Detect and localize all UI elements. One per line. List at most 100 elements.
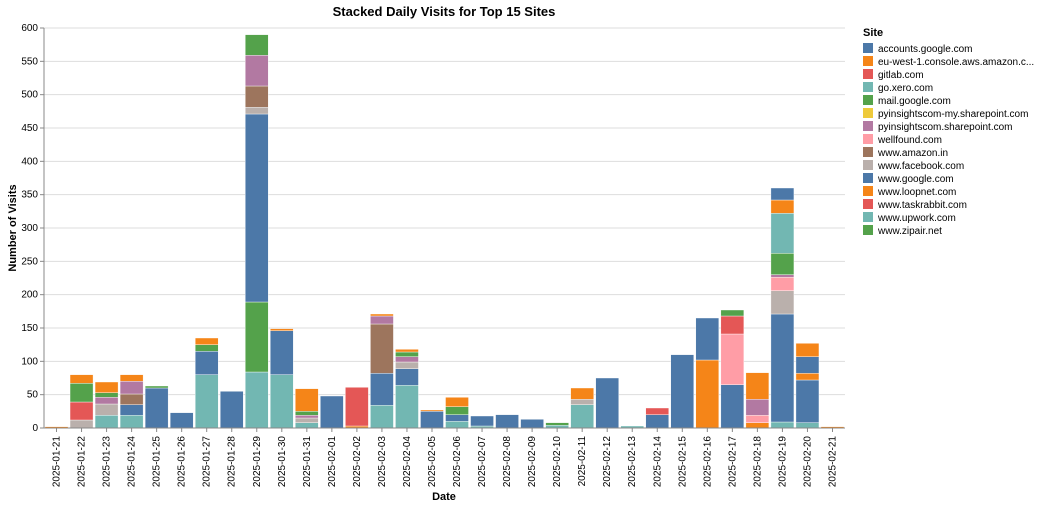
bar-segment [245, 113, 269, 303]
legend: Site accounts.google.com eu-west-1.consol… [863, 27, 1034, 237]
x-tick-label: 2025-01-26 [177, 436, 188, 488]
bar-segment [370, 315, 394, 325]
legend-label: accounts.google.com [878, 44, 973, 55]
x-tick-label: 2025-02-04 [402, 436, 413, 488]
bar-segment [470, 415, 494, 427]
bar-segment [445, 414, 469, 422]
bar-segment [770, 199, 795, 214]
x-tick-label: 2025-01-21 [52, 436, 63, 488]
x-tick-label: 2025-01-27 [202, 436, 213, 488]
bar-segment [770, 274, 795, 278]
bar-segment [395, 385, 419, 429]
x-tick-label: 2025-02-12 [602, 436, 613, 488]
bar-segment [144, 385, 169, 389]
bar-segment [445, 421, 469, 429]
x-tick-label: 2025-02-14 [652, 436, 663, 488]
bar-segment [295, 422, 319, 429]
bar-segment [395, 361, 419, 369]
bar-segment [119, 404, 144, 416]
bar-segment [94, 403, 119, 416]
bar-segment [94, 415, 119, 429]
x-tick-label: 2025-01-22 [77, 436, 88, 488]
bar-segment [94, 381, 119, 393]
x-tick-label: 2025-02-08 [502, 436, 513, 488]
bar-segment [69, 383, 94, 403]
bar-segment [795, 373, 820, 381]
y-tick-label: 50 [27, 390, 39, 401]
bar-segment [119, 415, 144, 429]
bar-segment [645, 414, 669, 429]
bar-segment [570, 387, 594, 400]
legend-label: www.loopnet.com [877, 187, 956, 198]
legend-label: gitlab.com [878, 70, 924, 81]
bar-segment [295, 417, 319, 423]
x-tick-label: 2025-02-15 [677, 436, 688, 488]
x-tick-label: 2025-02-20 [802, 436, 813, 488]
legend-swatch [863, 134, 873, 144]
x-tick-label: 2025-01-25 [152, 436, 163, 488]
bar-segment [119, 374, 144, 382]
legend-label: www.upwork.com [877, 213, 956, 224]
legend-label: mail.google.com [878, 96, 951, 107]
bar-segment [720, 315, 745, 335]
x-tick-label: 2025-02-05 [427, 436, 438, 488]
bar-segment [194, 337, 219, 345]
bar-segment [720, 384, 745, 429]
bar-segment [169, 412, 194, 429]
y-tick-label: 150 [21, 323, 38, 334]
bar-segment [144, 387, 169, 429]
bar-segment [94, 397, 119, 405]
x-tick-label: 2025-02-10 [552, 436, 563, 488]
bar-segment [270, 330, 294, 375]
bar-segment [770, 290, 795, 315]
legend-swatch [863, 56, 873, 66]
bar-segment [445, 406, 469, 415]
bar-segment [645, 407, 669, 415]
bar-segment [69, 419, 94, 429]
x-tick-label: 2025-02-11 [577, 436, 588, 487]
legend-swatch [863, 82, 873, 92]
legend-label: www.facebook.com [877, 161, 964, 172]
y-tick-label: 550 [21, 56, 38, 67]
y-tick-label: 450 [21, 123, 38, 134]
legend-swatch [863, 95, 873, 105]
bar-segment [770, 253, 795, 275]
y-tick-label: 0 [32, 423, 38, 434]
legend-title: Site [863, 27, 883, 39]
bar-segment [119, 381, 144, 395]
x-tick-label: 2025-02-02 [352, 436, 363, 488]
x-tick-label: 2025-02-03 [377, 436, 388, 488]
x-tick-label: 2025-02-21 [827, 436, 838, 488]
bar-segment [770, 313, 795, 423]
bar-segment [370, 373, 394, 406]
chart-title: Stacked Daily Visits for Top 15 Sites [333, 4, 556, 19]
x-tick-label: 2025-02-18 [752, 436, 763, 488]
x-tick-label: 2025-02-07 [477, 436, 488, 488]
gridlines [44, 27, 845, 429]
bar-segment [370, 323, 394, 374]
x-tick-label: 2025-01-23 [102, 436, 113, 488]
x-tick-label: 2025-01-30 [277, 436, 288, 488]
bar-segment [245, 85, 269, 108]
bar-segment [745, 399, 770, 416]
legend-swatch [863, 108, 873, 118]
bar-segment [395, 368, 419, 386]
x-tick-label: 2025-02-09 [527, 436, 538, 488]
y-tick-label: 100 [21, 356, 38, 367]
bar-segment [94, 392, 119, 398]
bar-segment [420, 411, 444, 429]
legend-label: www.zipair.net [877, 226, 942, 237]
y-tick-label: 250 [21, 256, 38, 267]
bar-segment [245, 55, 269, 87]
bar-segment [295, 415, 319, 419]
bar-segment [395, 356, 419, 363]
bar-segment [295, 388, 319, 412]
legend-label: eu-west-1.console.aws.amazon.c... [878, 57, 1034, 68]
bar-segment [670, 354, 695, 429]
bar-segment [395, 351, 419, 357]
bar-segment [245, 34, 269, 56]
y-axis: 0 50 100 150 200 250 300 350 400 450 500 550 600 [21, 23, 45, 434]
x-tick-label: 2025-01-31 [302, 436, 313, 488]
bar-segment [370, 405, 394, 429]
bar-segment [69, 374, 94, 384]
